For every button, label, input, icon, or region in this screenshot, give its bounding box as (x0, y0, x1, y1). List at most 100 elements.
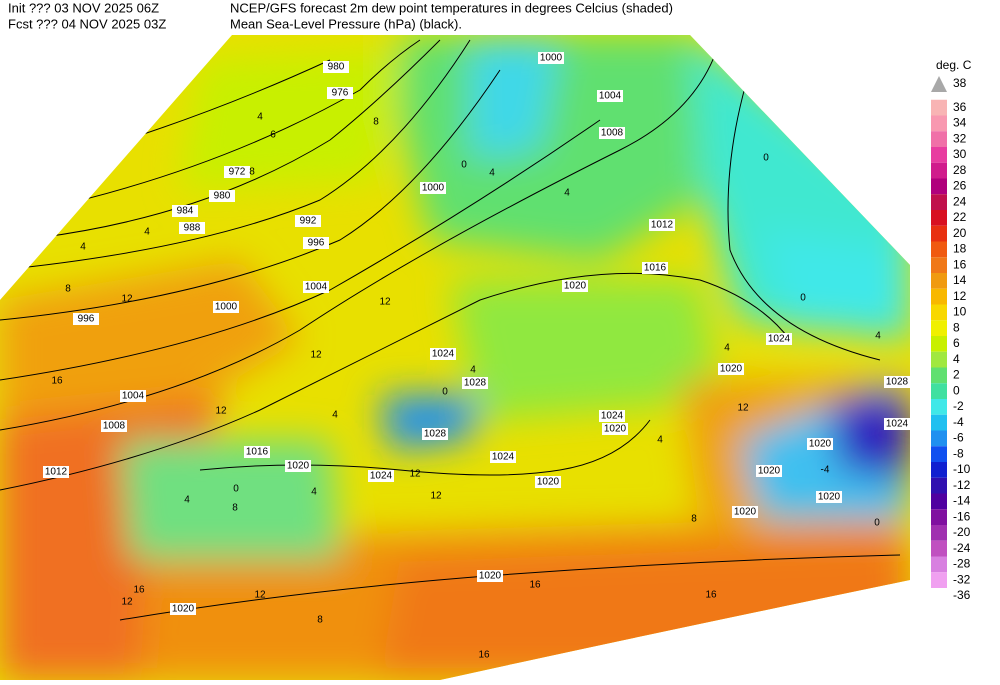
isobar-label: 1020 (172, 604, 195, 615)
isobar-label-box (244, 446, 270, 458)
legend-label: 24 (953, 194, 967, 208)
legend-swatch (931, 493, 947, 510)
isobar-label-box (649, 219, 675, 231)
map-labels: 980 976 972 980 984 988 992 996 1004 1000 996 1004 1… (43, 52, 910, 661)
dewpoint-label: 12 (430, 491, 442, 502)
isobar-label: 1020 (720, 364, 743, 375)
isobar-label: 1020 (818, 492, 841, 503)
dewpoint-label: 0 (461, 160, 467, 171)
dewpoint-label: 12 (737, 403, 749, 414)
isobar-label-box (209, 190, 235, 202)
isobar-label-box (599, 410, 625, 422)
dewpoint-label: 0 (763, 153, 769, 164)
isobar-label: 1020 (479, 571, 502, 582)
legend-label: -2 (953, 399, 964, 413)
dewpoint-label: 8 (65, 284, 71, 295)
isobar-label: 1020 (537, 477, 560, 488)
legend-label: 4 (953, 352, 960, 366)
isobar-label-box (327, 87, 353, 99)
legend-swatch (931, 462, 947, 478)
isobar-label-box (807, 438, 833, 450)
legend-label: 38 (953, 76, 967, 90)
isobar (0, 39, 721, 431)
legend-swatch (931, 351, 947, 368)
dewpoint-label: 12 (121, 294, 133, 305)
isobar-label: 996 (308, 238, 325, 249)
isobar-label-box (642, 262, 668, 274)
isobar-label-box (285, 460, 311, 472)
isobar (0, 39, 471, 271)
isobar-label: 1020 (564, 281, 587, 292)
legend-label: 14 (953, 273, 967, 287)
dewpoint-label: 0 (874, 518, 880, 529)
isobar-label: 1000 (540, 53, 563, 64)
isobar-label-box (766, 333, 792, 345)
isobar-label-box (120, 390, 146, 402)
dewpoint-label: 12 (215, 406, 227, 417)
legend-swatch (931, 525, 947, 541)
legend-label: 30 (953, 147, 967, 161)
forecast-time: Fcst ??? 04 NOV 2025 03Z (8, 16, 166, 31)
isobar-label: 1028 (464, 378, 487, 389)
legend-label: 10 (953, 305, 967, 319)
legend-swatch (931, 147, 947, 163)
isobar-label-box (422, 428, 448, 440)
isobar-label-box (303, 281, 329, 293)
isobar-label-box (884, 376, 910, 388)
legend-swatch (931, 225, 947, 242)
legend-label: -10 (953, 462, 971, 476)
dewpoint-label: 4 (80, 242, 86, 253)
isobar-label: 1024 (601, 411, 624, 422)
init-time: Init ??? 03 NOV 2025 06Z (8, 0, 159, 15)
isobar-label-box (303, 237, 329, 249)
legend-label: 8 (953, 320, 960, 334)
isobar-label: 996 (78, 314, 95, 325)
isobar-label: 1028 (886, 377, 909, 388)
dewpoint-label: -4 (821, 465, 830, 476)
isobar-label-box (73, 313, 99, 325)
isobar-label-box (295, 215, 321, 227)
legend-label: 20 (953, 226, 967, 240)
dewpoint-label: 8 (373, 117, 379, 128)
legend-label: -6 (953, 431, 964, 445)
dewpoint-label: 0 (233, 484, 239, 495)
isobar-label-box (538, 52, 564, 64)
dewpoint-label: 4 (657, 435, 663, 446)
dewpoint-label: 4 (184, 495, 190, 506)
legend-swatch (931, 320, 947, 336)
isobar-label: 984 (177, 206, 194, 217)
isobar-label: 1024 (768, 334, 791, 345)
isobar (0, 272, 791, 491)
isobar-label-box (43, 466, 69, 478)
isobar-label: 1016 (644, 263, 667, 274)
dewpoint-label: 4 (311, 487, 317, 498)
isobar-label: 1004 (599, 91, 622, 102)
isobar-label-box (477, 570, 503, 582)
isobar-label-box (718, 363, 744, 375)
legend-label: -28 (953, 557, 971, 571)
isobar-label: 1004 (122, 391, 145, 402)
isobar-label: 1024 (886, 419, 909, 430)
isobar-label-box (430, 348, 456, 360)
isobar-label: 1024 (492, 452, 515, 463)
legend-swatch (931, 446, 947, 462)
dewpoint-label: 12 (310, 350, 322, 361)
isobar-label: 1024 (432, 349, 455, 360)
isobar-label-box (602, 423, 628, 435)
isobar-label: 1024 (370, 471, 393, 482)
legend-swatch (931, 99, 947, 116)
isobar-label-box (884, 418, 910, 430)
legend-label: 12 (953, 289, 967, 303)
isobar-label-box (535, 476, 561, 488)
isobar-label: 1016 (246, 447, 269, 458)
isobar-label-box (462, 377, 488, 389)
isobar-label-box (420, 182, 446, 194)
isobar-label-box (170, 603, 196, 615)
dewpoint-label: 6 (270, 130, 276, 141)
isobar (19, 39, 441, 241)
legend-swatch (931, 273, 947, 289)
isobar-label: 1000 (215, 302, 238, 313)
map-title: NCEP/GFS forecast 2m dew point temperatu… (230, 0, 673, 15)
